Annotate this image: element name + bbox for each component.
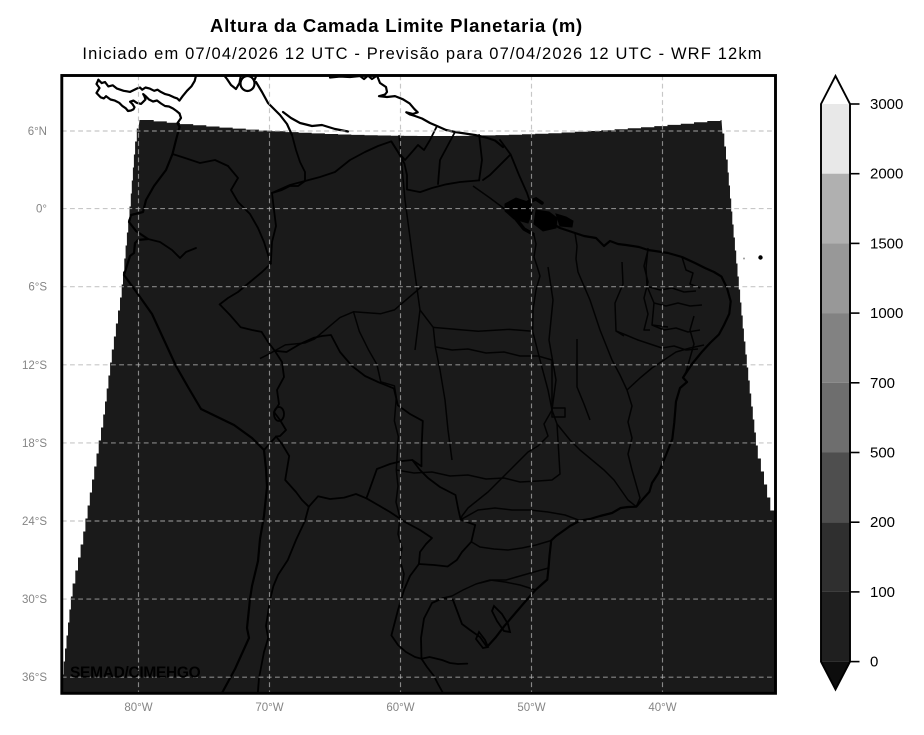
svg-text:100: 100 [870,584,895,601]
svg-text:6°S: 6°S [28,282,47,294]
svg-text:36°S: 36°S [22,672,47,684]
svg-text:Altura da Camada Limite Planet: Altura da Camada Limite Planetaria (m) [210,15,583,36]
svg-text:Iniciado em 07/04/2026 12 UTC: Iniciado em 07/04/2026 12 UTC - Previsão… [82,45,762,63]
svg-text:500: 500 [870,445,895,462]
svg-text:3000: 3000 [870,96,903,113]
svg-text:24°S: 24°S [22,516,47,528]
svg-text:700: 700 [870,375,895,392]
svg-text:80°W: 80°W [124,702,152,714]
svg-text:60°W: 60°W [386,702,414,714]
svg-text:40°W: 40°W [648,702,676,714]
svg-text:50°W: 50°W [517,702,545,714]
svg-text:200: 200 [870,514,895,531]
svg-text:18°S: 18°S [22,438,47,450]
svg-text:6°N: 6°N [28,126,47,138]
svg-text:12°S: 12°S [22,360,47,372]
svg-text:1500: 1500 [870,235,903,252]
svg-text:SEMAD/CIMEHGO: SEMAD/CIMEHGO [70,665,201,682]
svg-text:2000: 2000 [870,166,903,183]
svg-text:0°: 0° [36,204,47,216]
svg-text:70°W: 70°W [255,702,283,714]
svg-text:1000: 1000 [870,305,903,322]
svg-text:30°S: 30°S [22,594,47,606]
svg-text:0: 0 [870,654,878,671]
